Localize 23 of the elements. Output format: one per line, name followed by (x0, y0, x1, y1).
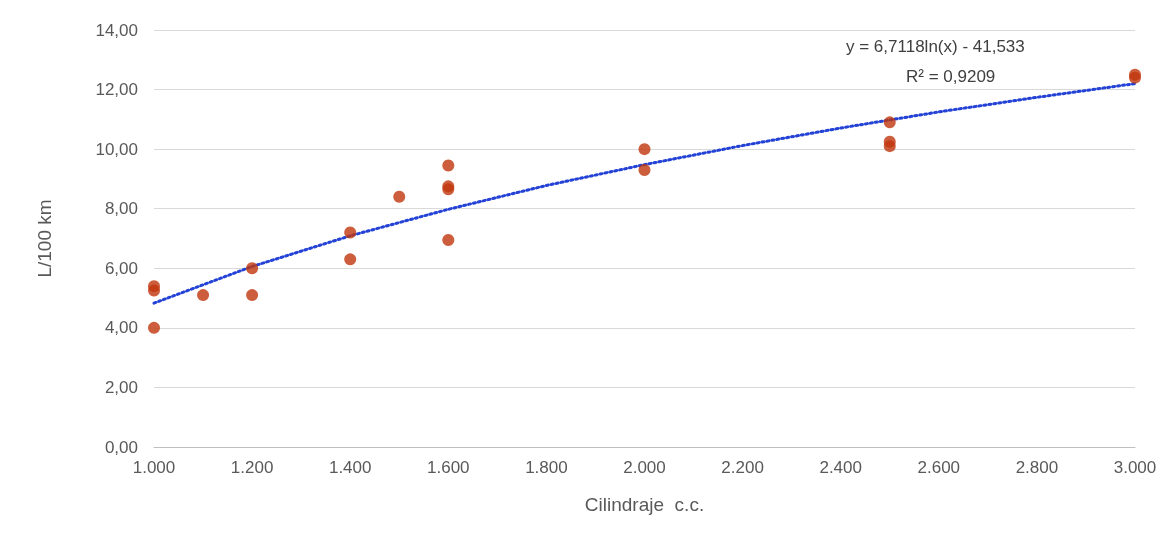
annotation: R² = 0,9209 (906, 67, 996, 86)
y-tick-label: 4,00 (104, 318, 138, 338)
x-tick-label: 1.200 (230, 458, 274, 477)
x-tick-label: 2.200 (721, 458, 764, 477)
y-tick-label: 2,00 (104, 377, 138, 397)
x-tick-label: 2.400 (819, 458, 862, 477)
y-tick-label: 8,00 (104, 199, 138, 219)
y-tick-label: 6,00 (104, 258, 138, 278)
y-tick-label: 12,00 (95, 80, 138, 100)
x-tick-label: 1.400 (328, 458, 372, 477)
x-tick-label: 1.600 (427, 458, 470, 477)
x-tick-label: 2.800 (1015, 458, 1059, 477)
y-axis-title: L/100 km (34, 199, 55, 278)
x-tick-label: 1.000 (132, 458, 176, 477)
y-tick-label: 14,00 (95, 20, 138, 40)
x-axis-title: Cilindraje c.c. (584, 494, 705, 515)
y-tick-label: 0,00 (104, 437, 138, 457)
x-tick-label: 2.000 (623, 458, 666, 477)
annotation: y = 6,7118ln(x) - 41,533 (846, 37, 1025, 56)
y-tick-label: 10,00 (95, 139, 138, 159)
x-tick-label: 3.000 (1113, 458, 1157, 477)
x-tick-label: 1.800 (525, 458, 568, 477)
x-tick-label: 2.600 (917, 458, 961, 477)
